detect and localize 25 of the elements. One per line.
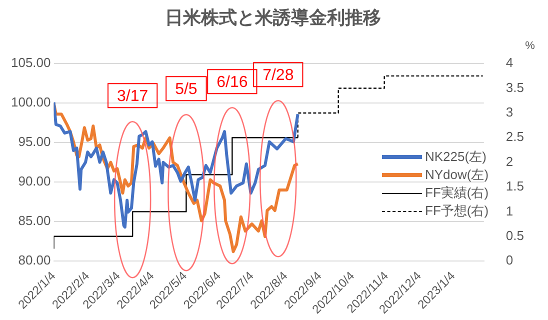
y2-tick-label: 3.5 <box>506 80 524 95</box>
y2-axis-title: % <box>525 40 536 52</box>
annotation: 3/17 <box>117 88 148 106</box>
y-tick-label: 85.00 <box>18 213 51 228</box>
legend-label: FF実績(右) <box>425 184 489 202</box>
legend-label: FF予想(右) <box>425 202 489 220</box>
y-tick-label: 95.00 <box>18 134 51 150</box>
y2-tick-label: 0.5 <box>506 228 524 243</box>
annotation: 5/5 <box>175 81 198 98</box>
y2-tick-label: 3 <box>506 104 514 120</box>
legend-label: NYdow(左) <box>425 166 489 184</box>
y2-tick-label: 1 <box>506 203 514 218</box>
annotation: 7/28 <box>262 67 294 84</box>
y2-tick-label: 2.5 <box>506 129 524 144</box>
annotation: 6/16 <box>216 74 248 92</box>
y-tick-label: 80.00 <box>18 252 51 268</box>
y-tick-label: 90.00 <box>18 174 51 189</box>
y2-tick-label: 0 <box>506 252 514 268</box>
y-tick-label: 105.00 <box>10 55 51 70</box>
y2-tick-label: 1.5 <box>506 178 524 194</box>
legend-label: NK225(左) <box>425 148 486 166</box>
y2-tick-label: 2 <box>506 154 514 169</box>
y2-tick-label: 4 <box>506 55 514 70</box>
chart-title: 日米株式と米誘導金利推移 <box>165 7 381 28</box>
y-tick-label: 100.00 <box>10 94 51 110</box>
